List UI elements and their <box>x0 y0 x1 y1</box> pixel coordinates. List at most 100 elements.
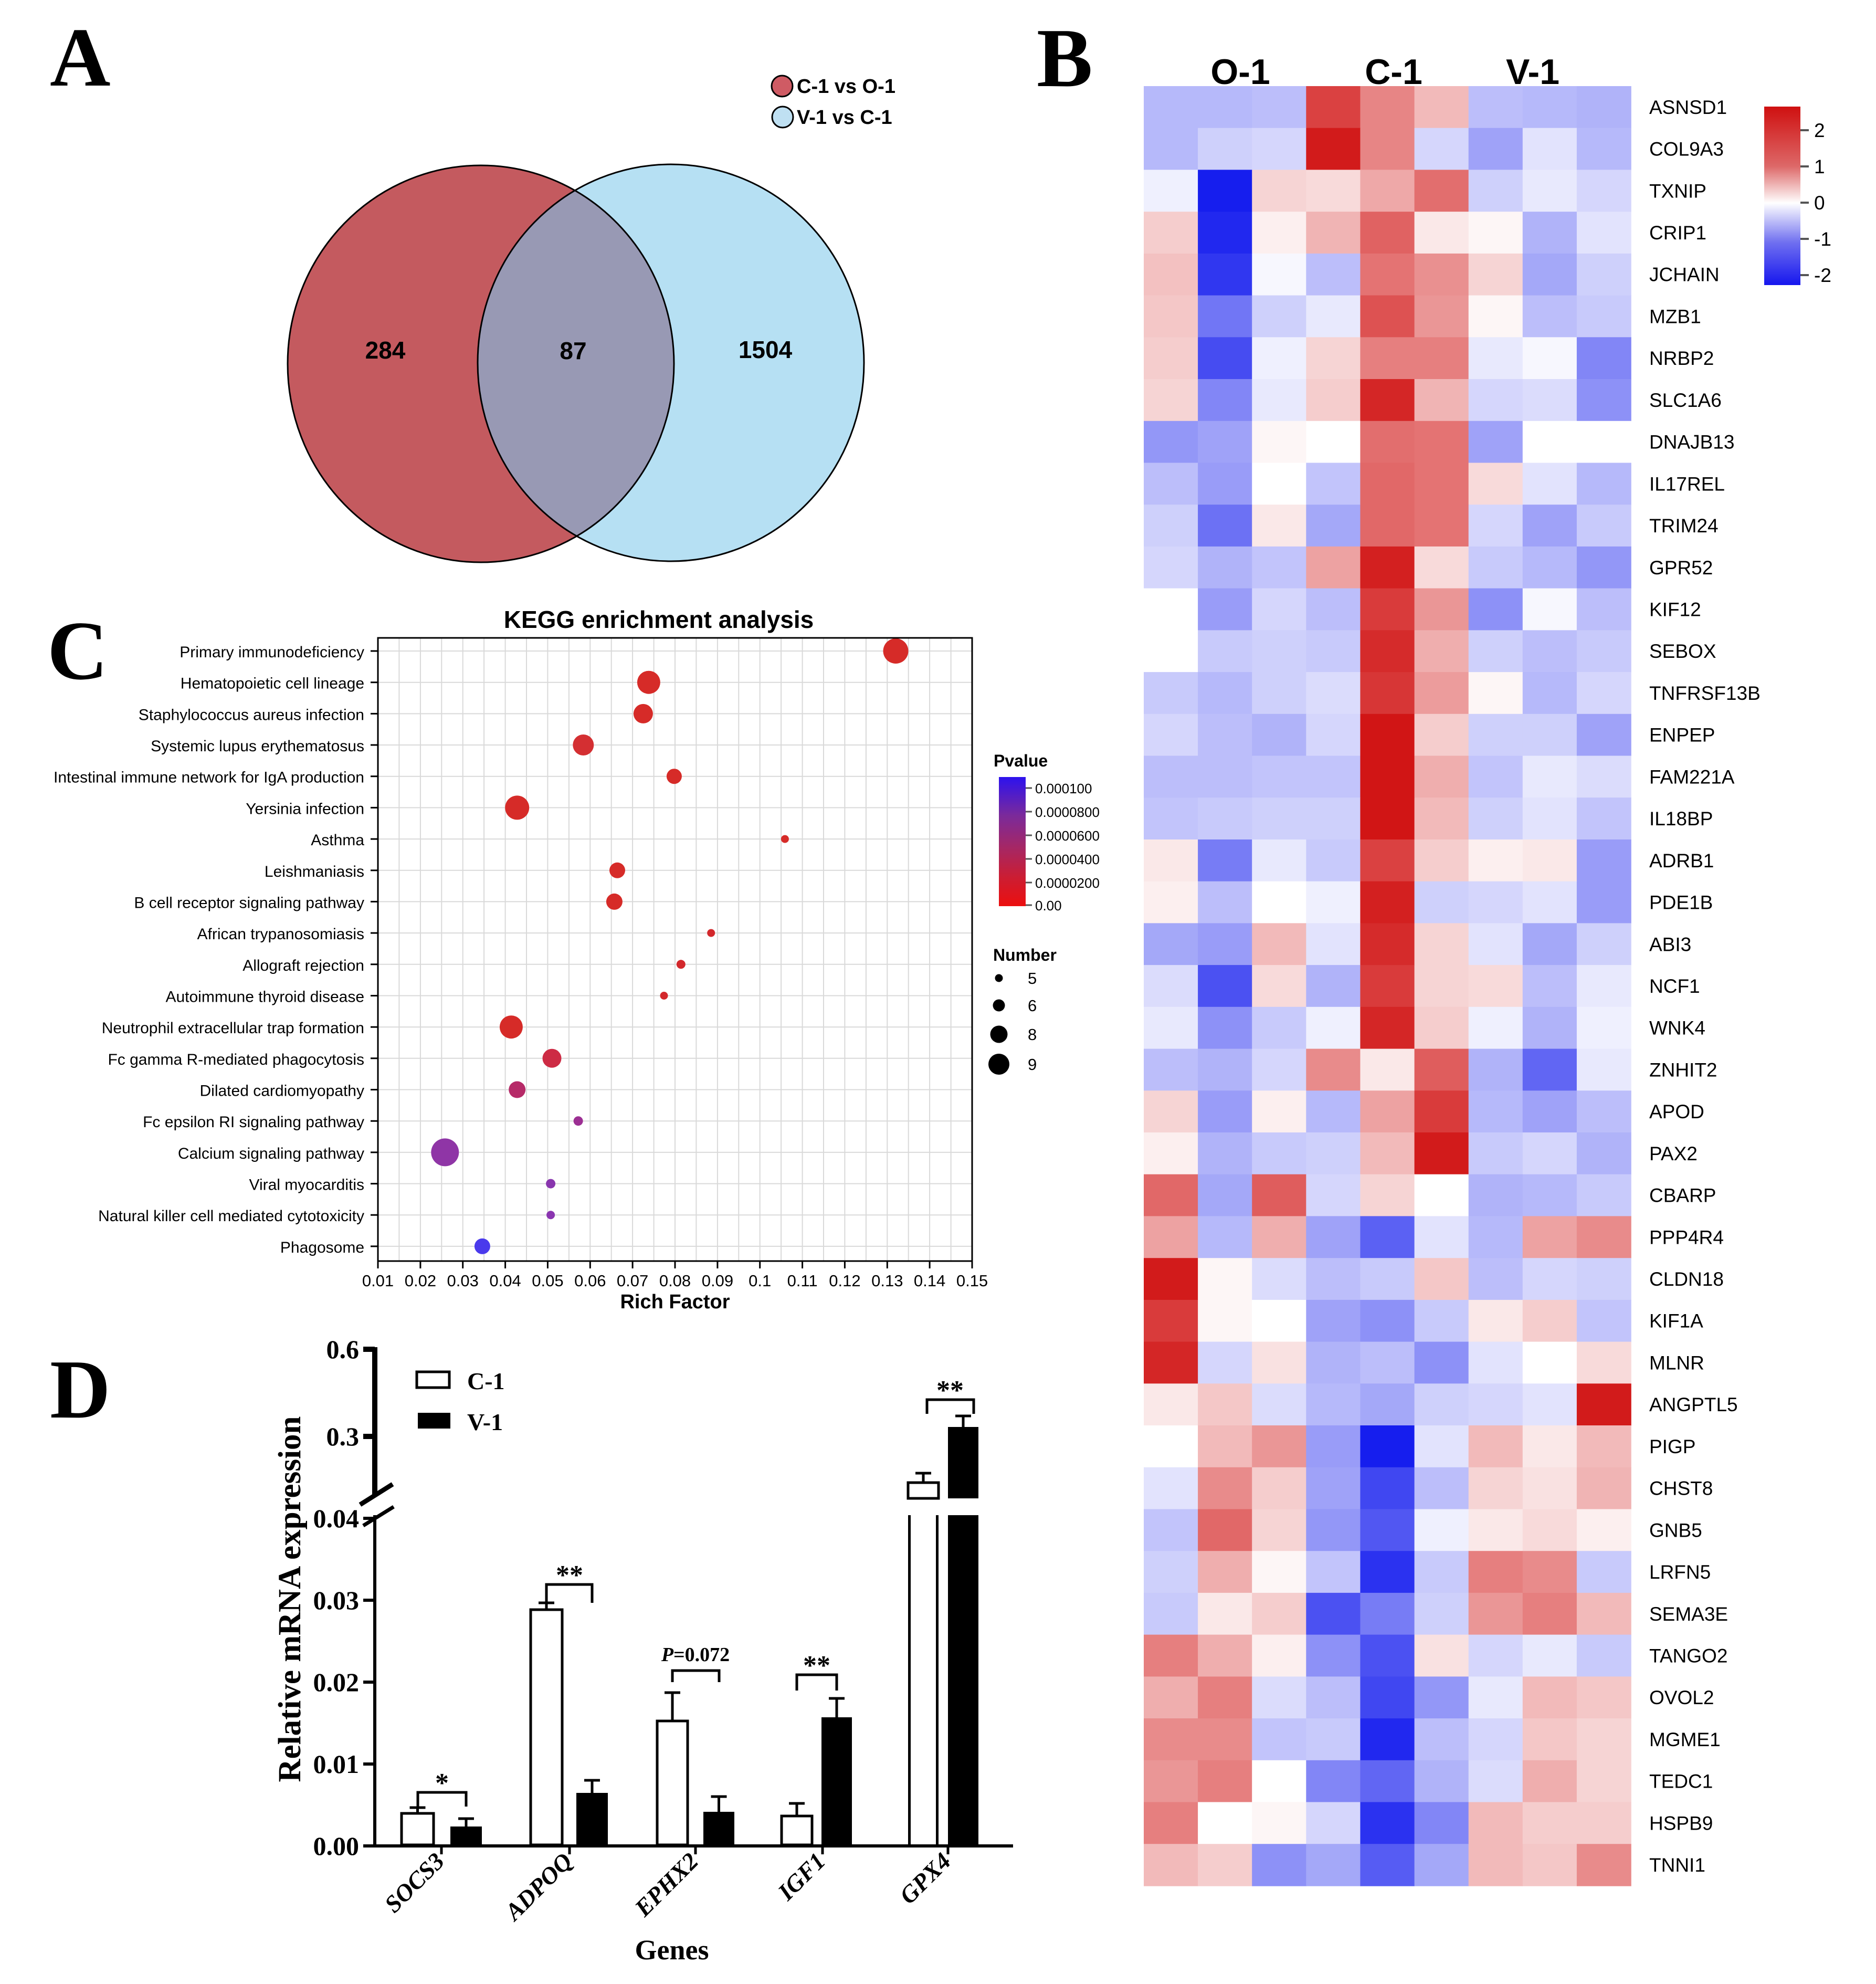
svg-text:HSPB9: HSPB9 <box>1649 1812 1713 1834</box>
svg-text:B cell receptor signaling path: B cell receptor signaling pathway <box>134 894 364 911</box>
svg-text:0.02: 0.02 <box>405 1272 436 1290</box>
svg-text:Autoimmune thyroid disease: Autoimmune thyroid disease <box>165 989 364 1006</box>
svg-text:0.04: 0.04 <box>489 1272 521 1290</box>
svg-text:ASNSD1: ASNSD1 <box>1649 97 1727 118</box>
svg-text:IL17REL: IL17REL <box>1649 473 1725 495</box>
svg-text:OVOL2: OVOL2 <box>1649 1687 1714 1708</box>
svg-text:**: ** <box>936 1376 964 1405</box>
svg-text:V-1: V-1 <box>467 1409 503 1435</box>
svg-text:0.11: 0.11 <box>787 1272 818 1290</box>
svg-text:-2: -2 <box>1814 265 1831 286</box>
svg-text:0.04: 0.04 <box>313 1504 360 1533</box>
svg-text:CRIP1: CRIP1 <box>1649 222 1706 244</box>
svg-text:6: 6 <box>1028 996 1037 1015</box>
svg-text:TXNIP: TXNIP <box>1649 180 1706 202</box>
svg-text:NRBP2: NRBP2 <box>1649 348 1714 369</box>
svg-text:ADRB1: ADRB1 <box>1649 850 1714 872</box>
svg-text:2: 2 <box>1814 120 1825 141</box>
svg-text:Phagosome: Phagosome <box>280 1239 364 1256</box>
svg-text:ENPEP: ENPEP <box>1649 725 1715 746</box>
svg-text:Allograft rejection: Allograft rejection <box>243 957 364 974</box>
svg-text:Dilated cardiomyopathy: Dilated cardiomyopathy <box>200 1083 365 1100</box>
svg-text:0.07: 0.07 <box>617 1272 648 1290</box>
svg-text:CBARP: CBARP <box>1649 1185 1716 1206</box>
svg-text:Staphylococcus aureus infectio: Staphylococcus aureus infection <box>139 706 364 723</box>
svg-text:0.12: 0.12 <box>829 1272 860 1290</box>
svg-text:Yersinia infection: Yersinia infection <box>246 800 364 817</box>
svg-text:APOD: APOD <box>1649 1101 1704 1122</box>
svg-text:Pvalue: Pvalue <box>994 751 1048 770</box>
svg-text:Genes: Genes <box>635 1934 709 1966</box>
svg-text:0.08: 0.08 <box>659 1272 691 1290</box>
svg-text:*: * <box>435 1768 449 1798</box>
svg-text:0.09: 0.09 <box>702 1272 733 1290</box>
svg-text:ZNHIT2: ZNHIT2 <box>1649 1059 1717 1080</box>
svg-text:Rich Factor: Rich Factor <box>620 1291 730 1313</box>
svg-text:P=0.072: P=0.072 <box>661 1644 730 1666</box>
svg-text:African trypanosomiasis: African trypanosomiasis <box>197 926 364 943</box>
svg-text:ANGPTL5: ANGPTL5 <box>1649 1394 1738 1415</box>
svg-text:C: C <box>47 604 108 697</box>
svg-text:0.01: 0.01 <box>362 1272 394 1290</box>
svg-text:Asthma: Asthma <box>311 832 364 849</box>
svg-text:SEBOX: SEBOX <box>1649 641 1716 662</box>
svg-text:C-1: C-1 <box>1365 52 1422 92</box>
svg-text:NCF1: NCF1 <box>1649 975 1700 997</box>
svg-text:87: 87 <box>560 337 586 364</box>
svg-text:LRFN5: LRFN5 <box>1649 1561 1711 1583</box>
svg-text:Neutrophil extracellular trap: Neutrophil extracellular trap formation <box>102 1020 364 1037</box>
svg-text:JCHAIN: JCHAIN <box>1649 264 1720 286</box>
svg-text:Leishmaniasis: Leishmaniasis <box>265 863 364 880</box>
svg-text:Primary immunodeficiency: Primary immunodeficiency <box>180 644 364 661</box>
svg-text:0.00: 0.00 <box>1035 898 1062 914</box>
svg-text:Fc epsilon RI signaling pathwa: Fc epsilon RI signaling pathway <box>143 1114 364 1131</box>
svg-text:0.0000400: 0.0000400 <box>1035 852 1100 867</box>
svg-text:D: D <box>50 1342 111 1436</box>
svg-text:IL18BP: IL18BP <box>1649 808 1713 830</box>
svg-text:Calcium signaling pathway: Calcium signaling pathway <box>178 1145 364 1162</box>
svg-text:0.03: 0.03 <box>313 1586 360 1615</box>
svg-text:CLDN18: CLDN18 <box>1649 1268 1724 1290</box>
svg-text:O-1: O-1 <box>1210 52 1270 92</box>
svg-text:FAM221A: FAM221A <box>1649 766 1735 788</box>
svg-text:MGME1: MGME1 <box>1649 1729 1721 1750</box>
svg-text:PAX2: PAX2 <box>1649 1143 1698 1164</box>
svg-text:A: A <box>50 11 111 104</box>
svg-text:WNK4: WNK4 <box>1649 1017 1705 1039</box>
svg-text:V-1: V-1 <box>1506 52 1559 92</box>
svg-text:**: ** <box>803 1651 830 1681</box>
svg-text:**: ** <box>556 1560 583 1590</box>
svg-text:0.06: 0.06 <box>574 1272 606 1290</box>
svg-text:0.3: 0.3 <box>326 1422 360 1451</box>
svg-text:GNB5: GNB5 <box>1649 1519 1702 1541</box>
svg-text:0.14: 0.14 <box>914 1272 945 1290</box>
svg-text:0.02: 0.02 <box>313 1667 360 1697</box>
svg-text:0.05: 0.05 <box>532 1272 563 1290</box>
svg-text:0.00: 0.00 <box>313 1831 360 1861</box>
svg-text:0.0000600: 0.0000600 <box>1035 828 1100 844</box>
svg-text:9: 9 <box>1028 1055 1037 1074</box>
svg-text:COL9A3: COL9A3 <box>1649 139 1724 160</box>
svg-text:Hematopoietic cell lineage: Hematopoietic cell lineage <box>181 675 364 692</box>
svg-text:PPP4R4: PPP4R4 <box>1649 1226 1724 1248</box>
svg-text:B: B <box>1037 11 1093 104</box>
svg-text:Relative mRNA expression: Relative mRNA expression <box>272 1416 308 1782</box>
svg-text:0.01: 0.01 <box>313 1749 360 1779</box>
svg-text:SLC1A6: SLC1A6 <box>1649 390 1722 411</box>
svg-text:KIF1A: KIF1A <box>1649 1310 1703 1332</box>
svg-text:MLNR: MLNR <box>1649 1352 1704 1374</box>
svg-text:Intestinal immune network for: Intestinal immune network for IgA produc… <box>54 769 364 786</box>
svg-text:PDE1B: PDE1B <box>1649 892 1713 914</box>
svg-text:PIGP: PIGP <box>1649 1436 1695 1457</box>
svg-text:KEGG enrichment analysis: KEGG enrichment analysis <box>504 606 814 633</box>
svg-text:0.03: 0.03 <box>447 1272 479 1290</box>
svg-text:DNAJB13: DNAJB13 <box>1649 432 1734 453</box>
svg-text:TNFRSF13B: TNFRSF13B <box>1649 683 1761 704</box>
svg-text:0.000100: 0.000100 <box>1035 781 1092 796</box>
svg-text:C-1: C-1 <box>467 1368 505 1394</box>
svg-text:TNNI1: TNNI1 <box>1649 1854 1705 1876</box>
svg-text:Number: Number <box>993 946 1057 964</box>
svg-text:1: 1 <box>1814 156 1825 177</box>
svg-text:CHST8: CHST8 <box>1649 1478 1713 1499</box>
svg-text:Fc gamma R-mediated phagocytos: Fc gamma R-mediated phagocytosis <box>108 1051 364 1068</box>
